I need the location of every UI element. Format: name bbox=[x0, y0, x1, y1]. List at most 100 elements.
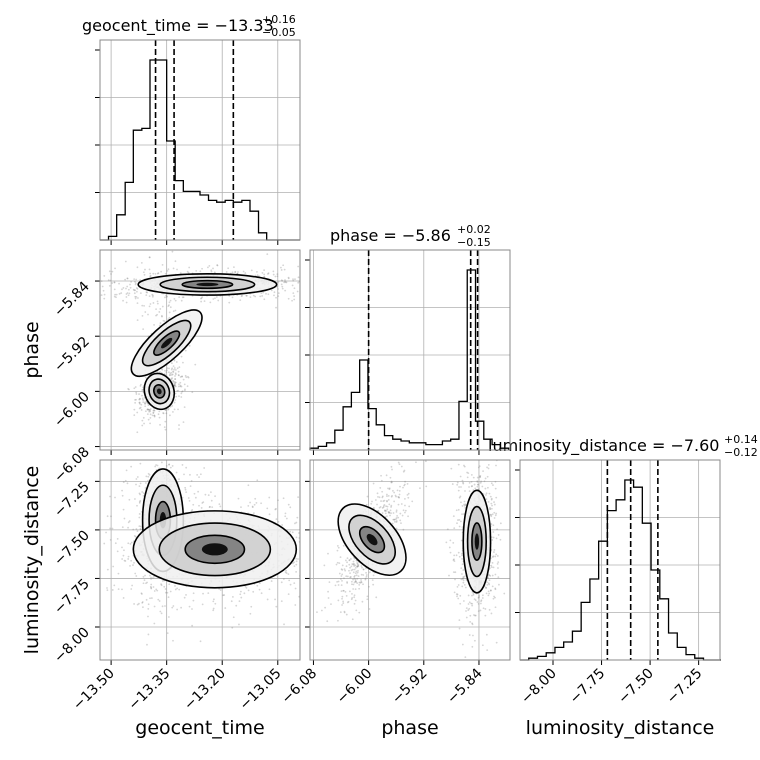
sample-point bbox=[144, 410, 147, 413]
sample-point bbox=[371, 579, 374, 582]
sample-point bbox=[184, 374, 187, 377]
sample-point bbox=[240, 506, 242, 509]
sample-point bbox=[128, 388, 130, 391]
sample-point bbox=[207, 494, 210, 497]
sample-point bbox=[268, 588, 271, 591]
sample-point bbox=[488, 583, 491, 586]
sample-point bbox=[191, 391, 194, 394]
sample-point bbox=[134, 280, 136, 283]
sample-point bbox=[177, 374, 180, 376]
sample-point bbox=[150, 597, 153, 599]
sample-point bbox=[141, 394, 143, 397]
sample-point bbox=[365, 567, 367, 570]
sample-point bbox=[170, 440, 172, 442]
sample-point bbox=[351, 568, 354, 571]
sample-point bbox=[134, 297, 137, 300]
sample-point bbox=[293, 561, 295, 564]
sample-point bbox=[458, 619, 461, 622]
sample-point bbox=[348, 590, 351, 593]
sample-point bbox=[350, 580, 353, 583]
sample-point bbox=[480, 480, 483, 483]
sample-point bbox=[404, 504, 406, 507]
sample-point bbox=[487, 574, 490, 577]
sample-point bbox=[249, 501, 252, 504]
sample-point bbox=[481, 597, 484, 599]
sample-point bbox=[287, 573, 290, 576]
sample-point bbox=[163, 585, 166, 588]
sample-point bbox=[282, 578, 285, 580]
sample-point bbox=[472, 476, 475, 479]
sample-point bbox=[183, 383, 186, 386]
sample-point bbox=[400, 503, 403, 505]
sample-point bbox=[343, 568, 346, 571]
sample-point bbox=[135, 528, 138, 530]
sample-point bbox=[307, 534, 309, 536]
sample-point bbox=[168, 301, 171, 304]
sample-point bbox=[134, 535, 137, 538]
x-tick-label: −13.20 bbox=[181, 666, 229, 714]
sample-point bbox=[341, 597, 343, 600]
sample-point bbox=[260, 502, 263, 505]
sample-point bbox=[186, 385, 189, 388]
sample-point bbox=[295, 560, 298, 563]
sample-point bbox=[371, 500, 373, 503]
sample-point bbox=[174, 260, 177, 263]
sample-point bbox=[156, 313, 159, 316]
sample-point bbox=[461, 563, 464, 566]
sample-point bbox=[136, 411, 139, 414]
sample-point bbox=[266, 598, 269, 601]
sample-point bbox=[461, 554, 463, 557]
sample-point bbox=[216, 264, 219, 267]
sample-point bbox=[381, 490, 384, 493]
sample-point bbox=[294, 278, 296, 281]
sample-point bbox=[191, 624, 194, 627]
sample-point bbox=[494, 555, 497, 558]
sample-point bbox=[457, 489, 460, 492]
sample-point bbox=[452, 515, 455, 518]
sample-point bbox=[158, 600, 161, 602]
sample-point bbox=[387, 511, 390, 513]
sample-point bbox=[295, 563, 298, 566]
sample-point bbox=[473, 598, 476, 601]
sample-point bbox=[168, 583, 171, 586]
sample-point bbox=[385, 474, 388, 477]
sample-point bbox=[320, 587, 322, 589]
sample-point bbox=[134, 289, 137, 292]
sample-point bbox=[407, 515, 409, 518]
sample-point bbox=[117, 588, 120, 591]
sample-point bbox=[143, 304, 145, 307]
sample-point bbox=[159, 308, 162, 310]
histogram-luminosity_distance bbox=[520, 479, 721, 661]
sample-point bbox=[201, 603, 204, 606]
sample-point bbox=[468, 481, 471, 484]
sample-point bbox=[144, 487, 147, 489]
sample-point bbox=[125, 301, 128, 304]
sample-point bbox=[146, 291, 149, 294]
sample-point bbox=[238, 600, 241, 603]
sample-point bbox=[282, 264, 285, 267]
sample-point bbox=[398, 463, 401, 466]
sample-point bbox=[266, 507, 269, 510]
sample-point bbox=[361, 566, 363, 569]
sample-point bbox=[471, 604, 474, 607]
sample-point bbox=[476, 485, 479, 488]
sample-point bbox=[149, 585, 152, 588]
sample-point bbox=[189, 473, 191, 476]
sample-point bbox=[126, 292, 129, 294]
sample-point bbox=[463, 465, 466, 468]
sample-point bbox=[490, 497, 493, 500]
sample-point bbox=[357, 575, 360, 577]
sample-point bbox=[398, 496, 400, 499]
sample-point bbox=[395, 527, 398, 530]
sample-point bbox=[184, 486, 187, 489]
sample-point bbox=[138, 401, 141, 404]
sample-point bbox=[189, 414, 191, 416]
sample-point bbox=[388, 511, 391, 514]
sample-point bbox=[301, 571, 303, 573]
sample-point bbox=[490, 502, 493, 505]
sample-point bbox=[133, 387, 136, 390]
sample-point bbox=[149, 597, 151, 600]
sample-point bbox=[471, 485, 473, 487]
sample-point bbox=[114, 267, 116, 270]
sample-point bbox=[337, 619, 339, 622]
